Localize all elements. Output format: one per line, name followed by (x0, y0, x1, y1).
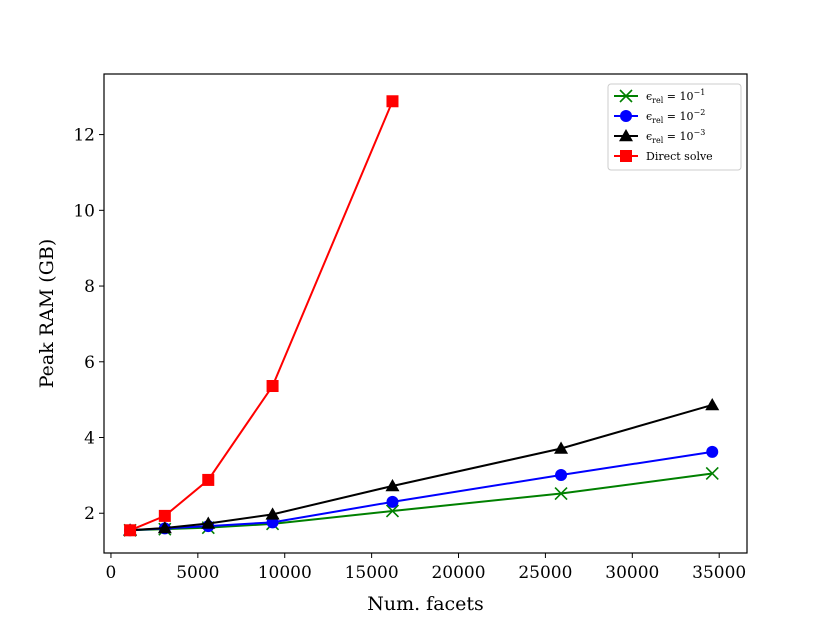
x-tick-label: 5000 (176, 563, 219, 583)
series-line (129, 100, 394, 532)
x-tick-label: 20000 (431, 563, 485, 583)
legend-superscript: −3 (694, 128, 706, 137)
legend-superscript: −1 (694, 88, 706, 97)
legend-label: Direct solve (646, 150, 713, 163)
legend-equals: = 10 (663, 130, 693, 143)
data-point (554, 486, 568, 501)
y-tick-label: 10 (73, 201, 95, 221)
data-point (265, 507, 280, 520)
legend-swatch-marker (620, 110, 632, 122)
legend-label: ϵrel = 10−1 (646, 88, 705, 105)
data-point (386, 495, 399, 508)
series-layer (123, 95, 720, 537)
legend-equals: = 10 (663, 110, 693, 123)
ticks-layer: 0 5000 10000 15000 20000 25000 30000 35000 2 4 6 8 1… (73, 126, 746, 583)
data-point (385, 478, 400, 492)
data-point (706, 445, 719, 458)
x-tick-label: 0 (106, 563, 117, 583)
data-point (385, 504, 400, 518)
data-point (555, 468, 568, 481)
x-tick-label: 10000 (258, 563, 312, 583)
legend-label: ϵrel = 10−3 (646, 128, 705, 145)
y-tick-label: 12 (73, 126, 95, 146)
x-tick-label: 30000 (605, 563, 659, 583)
data-point (201, 516, 216, 529)
legend-entry: Direct solve (614, 150, 713, 163)
data-point (158, 509, 171, 522)
y-tick-label: 4 (84, 429, 95, 449)
data-point (705, 397, 720, 411)
plot-area-frame (103, 73, 748, 554)
series-2 (123, 397, 720, 536)
data-point (705, 466, 719, 481)
data-point (157, 521, 172, 534)
legend-subscript: rel (652, 96, 664, 105)
y-tick-label: 2 (84, 504, 95, 524)
data-point (266, 380, 279, 393)
data-point (554, 441, 569, 454)
legend-symbol: ϵ (646, 90, 652, 103)
legend-swatch-marker (619, 129, 633, 142)
x-tick-label: 15000 (345, 563, 399, 583)
legend-symbol: ϵ (646, 130, 652, 143)
x-axis-label: Num. facets (367, 593, 484, 615)
y-axis-label: Peak RAM (GB) (36, 239, 58, 389)
data-point (202, 473, 215, 486)
legend-entry: ϵrel = 10−3 (614, 128, 705, 145)
legend-entry: ϵrel = 10−2 (614, 108, 705, 125)
legend-superscript: −2 (694, 108, 706, 117)
x-tick-label: 35000 (692, 563, 746, 583)
legend-symbol: ϵ (646, 110, 652, 123)
legend-equals: = 10 (663, 90, 693, 103)
data-point (386, 95, 399, 108)
data-point (124, 524, 137, 537)
legend-box (607, 83, 742, 171)
legend-swatch-marker (619, 89, 633, 103)
y-tick-label: 8 (84, 277, 95, 297)
legend-subscript: rel (652, 136, 664, 145)
legend-subscript: rel (652, 116, 664, 125)
legend-entry: ϵrel = 10−1 (614, 88, 705, 105)
legend-swatch-marker (620, 150, 632, 162)
y-tick-label: 6 (84, 353, 95, 373)
series-3 (124, 95, 399, 537)
series-line (130, 450, 713, 532)
legend-label: ϵrel = 10−2 (646, 108, 705, 125)
x-tick-label: 25000 (518, 563, 572, 583)
